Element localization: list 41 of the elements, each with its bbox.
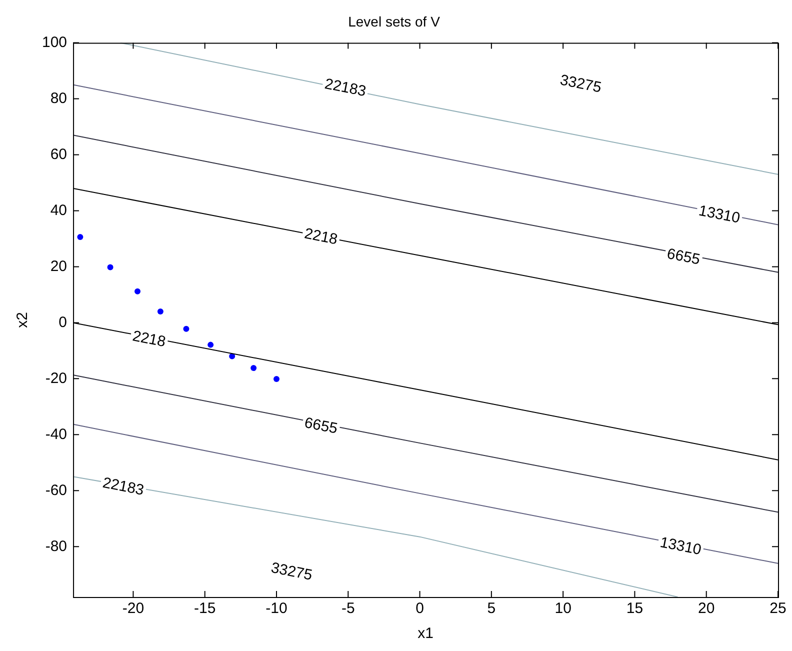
x-tick-label: -15 xyxy=(194,600,216,618)
y-tick-label: 20 xyxy=(50,258,68,275)
y-tick-label: 0 xyxy=(58,314,68,331)
annotation: 13310 xyxy=(697,202,742,227)
x-tick-label: 10 xyxy=(554,600,572,618)
y-tick-label: -40 xyxy=(45,426,68,443)
x-tick-label: 25 xyxy=(770,600,786,618)
point xyxy=(107,264,114,270)
x-tick-label: 0 xyxy=(416,600,424,618)
x-axis-title: x1 xyxy=(418,625,434,642)
x-tick-label: 5 xyxy=(487,600,496,618)
point xyxy=(208,342,214,348)
annotation: 33275 xyxy=(270,559,314,584)
point xyxy=(250,365,257,372)
x-tick-label: -20 xyxy=(122,600,144,618)
point xyxy=(157,308,164,315)
x-tick-label: -5 xyxy=(341,600,355,618)
y-tick-label: 80 xyxy=(50,90,68,107)
point xyxy=(134,288,141,294)
y-tick-label: 40 xyxy=(50,202,68,219)
annotation: 6655 xyxy=(666,245,702,268)
x-tick-label: 20 xyxy=(698,600,715,618)
x-tick-label: 15 xyxy=(626,600,644,618)
y-axis-title: x2 xyxy=(14,312,32,328)
point xyxy=(77,234,84,240)
point xyxy=(273,376,280,382)
y-tick-label: -20 xyxy=(45,370,68,387)
y-tick-label: 100 xyxy=(42,34,68,51)
annotation: 6655 xyxy=(302,414,339,438)
y-tick-label: -80 xyxy=(45,538,68,555)
annotation: 2218 xyxy=(302,225,339,248)
chart-title: Level sets of V xyxy=(348,13,441,30)
x-tick-label: -10 xyxy=(266,600,288,618)
annotation: 33275 xyxy=(558,72,603,96)
y-tick-label: 60 xyxy=(50,146,68,163)
annotation: 22183 xyxy=(323,75,368,100)
annotation: 13310 xyxy=(658,534,703,559)
point xyxy=(183,326,190,332)
annotation: 22183 xyxy=(101,474,146,499)
y-tick-label: -60 xyxy=(45,482,68,499)
annotation: 2218 xyxy=(131,328,168,351)
